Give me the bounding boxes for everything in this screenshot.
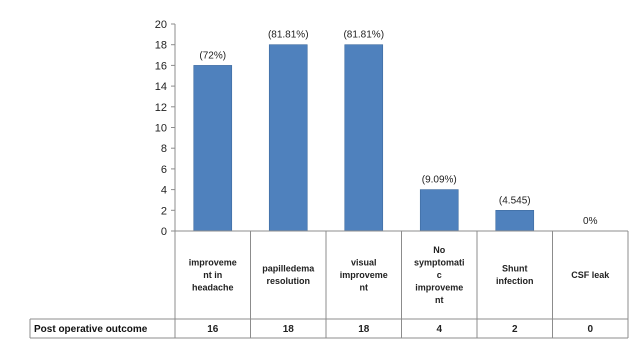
category-label: improveme — [189, 257, 237, 267]
data-label: (9.09%) — [422, 175, 457, 186]
y-tick-label: 14 — [155, 81, 167, 93]
y-tick-label: 8 — [161, 143, 167, 155]
y-tick-label: 6 — [161, 164, 167, 176]
category-label: symptomati — [414, 257, 465, 267]
bar — [419, 189, 459, 232]
y-tick-label: 2 — [161, 205, 167, 217]
data-label: (4.545) — [499, 195, 531, 206]
category-label: resolution — [266, 276, 310, 286]
data-label: (81.81%) — [268, 30, 309, 41]
table-row-label: Post operative outcome — [34, 324, 148, 335]
category-label: visual — [351, 257, 377, 267]
category-label: CSF leak — [571, 270, 610, 280]
category-label: No — [433, 245, 445, 255]
y-tick-label: 16 — [155, 60, 167, 72]
category-label: infection — [496, 276, 534, 286]
table-cell: 2 — [512, 324, 518, 335]
data-label: (81.81%) — [343, 30, 384, 41]
table-cell: 18 — [283, 324, 295, 335]
data-labels: (72%) (81.81%) (81.81%) (9.09%) (4.545) 0% — [199, 30, 597, 227]
y-tick-label: 12 — [155, 102, 167, 114]
bar — [193, 65, 233, 232]
y-tick-label: 20 — [155, 19, 167, 31]
category-label: nt in — [203, 270, 222, 280]
bars — [193, 44, 535, 232]
table-cell: 0 — [587, 324, 593, 335]
table-cell: 4 — [436, 324, 442, 335]
y-tick-label: 10 — [155, 123, 167, 135]
table-cell: 16 — [207, 324, 219, 335]
data-table: improveme nt in headache papilledema resolut… — [29, 230, 629, 339]
bar — [344, 44, 384, 232]
y-tick-label: 4 — [161, 185, 167, 197]
category-label: papilledema — [262, 264, 315, 274]
category-label: nt — [360, 282, 369, 292]
y-tick-label: 0 — [161, 226, 167, 238]
bar — [268, 44, 308, 232]
y-tick-label: 18 — [155, 40, 167, 52]
y-axis: 0 2 4 6 8 10 12 14 16 18 20 — [155, 19, 176, 238]
category-label: improveme — [340, 270, 388, 280]
category-label: improveme — [415, 282, 463, 292]
bar — [495, 210, 535, 232]
category-label: headache — [192, 282, 234, 292]
category-label: c — [437, 270, 442, 280]
category-label: nt — [435, 295, 444, 305]
table-cell: 18 — [358, 324, 370, 335]
category-label: Shunt — [502, 264, 528, 274]
data-label: (72%) — [199, 50, 226, 61]
data-label: 0% — [583, 216, 598, 227]
